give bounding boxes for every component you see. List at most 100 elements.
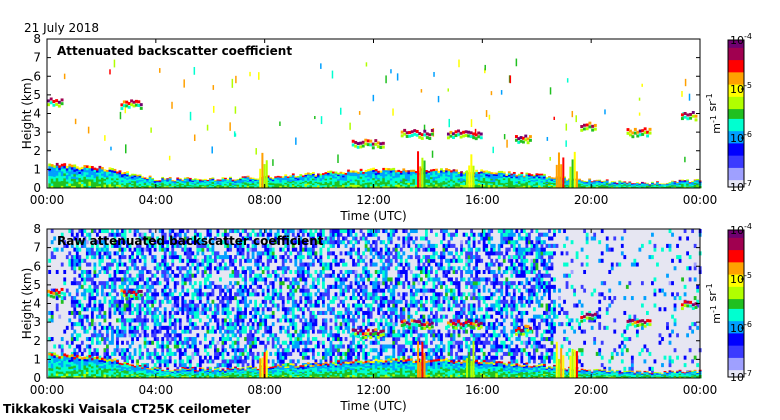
colorbar-step [728,123,744,127]
boundary-layer-cell [269,181,273,183]
noise-cell [143,281,147,286]
boundary-layer-cell [249,180,252,183]
boundary-layer-cell [666,186,669,188]
noise-cell [113,269,117,274]
boundary-layer-cell [131,183,134,186]
noise-cell [113,288,117,293]
boundary-layer-cell [630,184,634,185]
boundary-layer-cell [538,185,541,187]
noise-cell [70,322,74,327]
noise-cell [128,296,132,301]
boundary-layer-cell [364,173,368,176]
boundary-layer-cell [264,177,268,179]
noise-cell [166,266,170,271]
noise-cell [128,351,132,356]
boundary-layer-cell [643,185,647,187]
boundary-layer-cell [191,185,195,187]
noise-cell [85,273,89,278]
noise-cell [173,351,177,356]
boundary-layer-cell [201,186,205,188]
noise-cell [251,359,255,364]
boundary-layer-cell [208,179,212,181]
boundary-layer-cell [666,184,669,186]
noise-cell [70,310,74,315]
boundary-layer-cell [284,177,288,179]
noise-cell [279,318,283,323]
boundary-layer-cell [656,183,659,185]
boundary-layer-cell [595,183,599,185]
boundary-layer-cell [377,177,381,180]
noise-cell [173,273,177,278]
noise-cell [138,333,142,338]
cloud-mark [361,144,365,148]
noise-cell [98,303,102,308]
boundary-layer-cell [251,185,255,188]
boundary-layer-cell [507,177,511,180]
noise-cell [83,269,87,274]
boundary-layer-cell [68,173,72,177]
boundary-layer-cell [505,186,509,189]
noise-cell [239,333,242,338]
boundary-layer-cell [367,176,371,179]
noise-cell [138,351,142,356]
cloud-mark [694,114,698,118]
precip-column [261,152,264,188]
noise-cell [138,307,142,312]
cloud-mark [454,130,458,134]
noise-cell [279,247,283,252]
boundary-layer-cell [362,178,366,181]
boundary-layer-cell [532,181,536,184]
noise-cell [241,288,245,293]
noise-cell [123,318,127,323]
boundary-layer-cell [311,179,315,182]
noise-cell [163,363,167,368]
boundary-layer-cell [520,183,524,186]
noise-cell [116,269,119,274]
boundary-layer-cell [116,183,119,186]
noise-cell [203,333,207,338]
boundary-layer-cell [615,184,619,186]
noise-cell [118,255,122,260]
boundary-layer-cell [171,184,175,186]
aerosol-speck [168,155,171,161]
boundary-layer-cell [196,178,200,181]
noise-cell [219,277,222,282]
boundary-layer-cell [502,179,506,182]
cloud-mark [446,136,450,140]
noise-cell [236,359,240,364]
boundary-layer-cell [158,181,162,183]
colorbar-tick-label: 10-6 [730,130,752,145]
boundary-layer-cell [322,177,325,180]
cloud-mark [626,131,630,135]
boundary-layer-cell [193,182,197,184]
noise-cell [226,322,230,327]
noise-cell [153,243,157,248]
boundary-layer-cell [334,179,338,182]
boundary-layer-cell [374,169,378,172]
noise-cell [126,299,129,304]
noise-cell [269,258,273,263]
boundary-layer-cell [206,182,210,184]
noise-cell [208,232,212,237]
boundary-layer-cell [121,178,124,181]
boundary-layer-cell [600,184,604,186]
aerosol-speck [506,139,508,148]
boundary-layer-cell [63,185,67,189]
noise-cell [251,243,255,248]
boundary-layer-cell [214,183,217,185]
boundary-layer-cell [495,186,499,189]
noise-cell [221,288,225,293]
boundary-layer-cell [447,174,451,177]
boundary-layer-cell [455,169,458,172]
boundary-layer-cell [452,174,456,178]
noise-cell [201,310,205,315]
noise-cell [249,277,252,282]
noise-cell [211,258,215,263]
noise-cell [266,292,270,297]
boundary-layer-cell [48,183,52,186]
noise-cell [75,243,79,248]
boundary-layer-cell [440,178,443,181]
boundary-layer-cell [389,172,393,175]
noise-cell [68,292,72,297]
noise-cell [241,236,245,241]
